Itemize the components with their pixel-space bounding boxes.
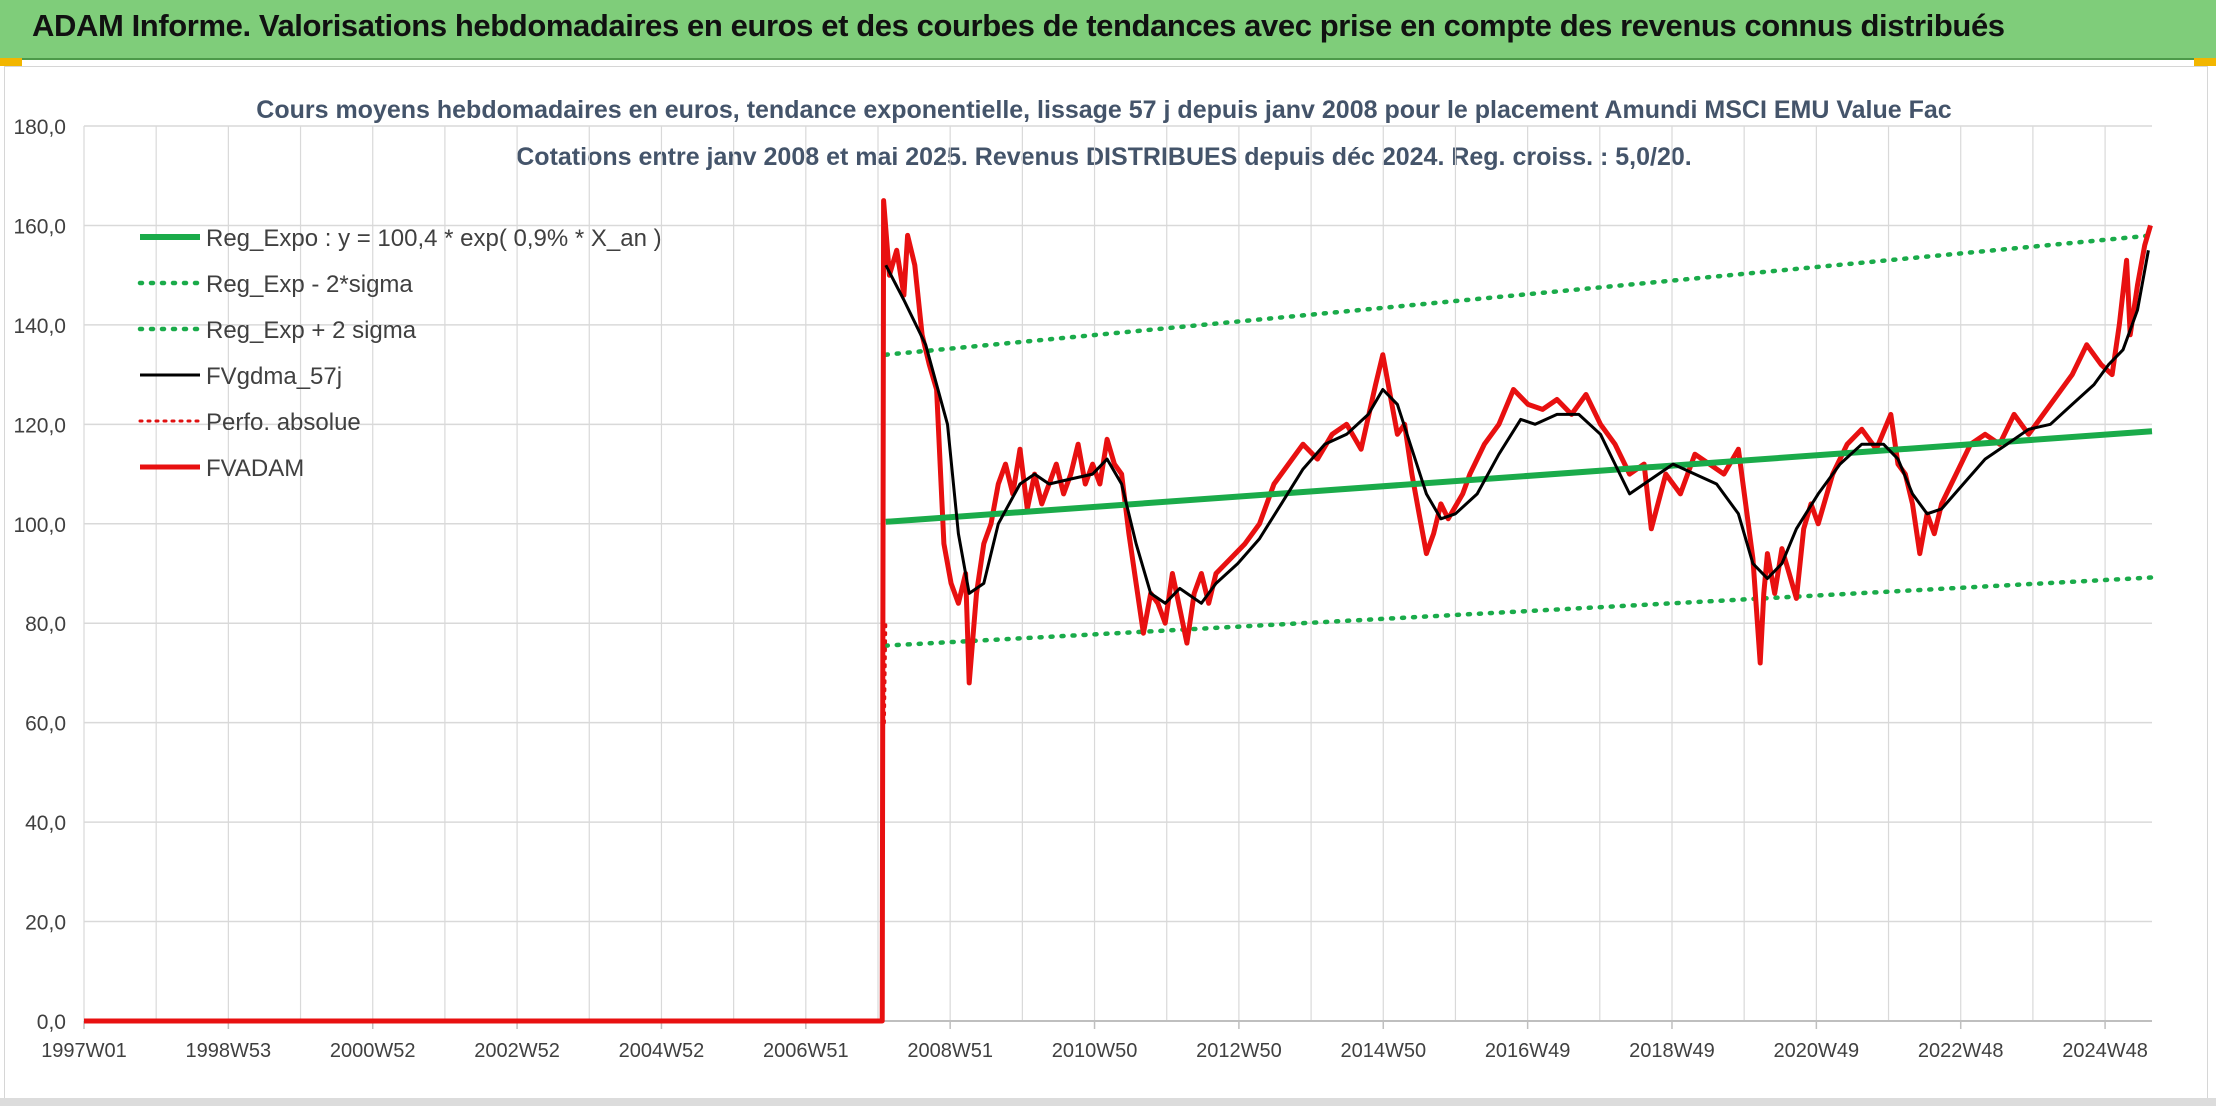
y-tick-label: 80,0 [25,613,66,636]
x-tick-label: 2008W51 [907,1040,993,1062]
x-tick-label: 2002W52 [474,1040,560,1062]
series-line-1 [883,575,2155,648]
y-tick-label: 120,0 [13,414,66,437]
y-tick-label: 40,0 [25,812,66,835]
x-tick-label: 2020W49 [1774,1040,1860,1062]
x-tick-label: 2022W48 [1918,1040,2004,1062]
legend-label: Reg_Exp - 2*sigma [206,271,413,298]
corner-marker-left [0,58,22,66]
x-tick-label: 2004W52 [619,1040,705,1062]
x-tick-label: 2010W50 [1052,1040,1138,1062]
y-tick-label: 140,0 [13,315,66,338]
bottom-strip [0,1098,2216,1106]
x-tick-label: 1998W53 [186,1040,272,1062]
grid-lines [83,125,2152,1029]
series-line-2 [883,233,2155,357]
series-line-5 [84,198,2153,1024]
x-tick-label: 2012W50 [1196,1040,1282,1062]
y-tick-label: 0,0 [37,1011,66,1034]
legend-label: FVgdma_57j [206,363,342,390]
x-axis-tick-labels: 1997W01 1998W53 2000W52 2002W52 2004W52 2006W… [41,1040,2148,1062]
banner-title: ADAM Informe. Valorisations hebdomadaire… [32,8,2005,43]
legend: Reg_Expo : y = 100,4 * exp( 0,9% * X_an … [137,225,662,482]
x-tick-label: 2006W51 [763,1040,849,1062]
y-axis-tick-labels: 0,0 20,0 40,0 60,0 80,0 100,0 120,0 140,0 160,0 1… [13,116,66,1034]
series-line-3 [884,250,2150,605]
legend-label: Reg_Expo : y = 100,4 * exp( 0,9% * X_an … [206,225,662,252]
x-tick-label: 2024W48 [2062,1040,2148,1062]
y-tick-label: 60,0 [25,713,66,736]
x-tick-label: 2000W52 [330,1040,416,1062]
y-tick-label: 20,0 [25,912,66,935]
chart-subtitle: Cotations entre janv 2008 et mai 2025. R… [516,143,1691,171]
y-tick-label: 180,0 [13,116,66,139]
legend-label: Perfo. absolue [206,409,361,436]
series-lines [84,198,2155,1024]
x-tick-label: 2018W49 [1629,1040,1715,1062]
x-tick-label: 1997W01 [41,1040,127,1062]
legend-label: FVADAM [206,455,304,482]
x-tick-label: 2016W49 [1485,1040,1571,1062]
series-line-0 [885,428,2153,525]
y-tick-label: 100,0 [13,514,66,537]
corner-marker-right [2194,58,2216,66]
x-tick-label: 2014W50 [1340,1040,1426,1062]
chart-title: Cours moyens hebdomadaires en euros, ten… [256,96,1952,124]
report-banner: ADAM Informe. Valorisations hebdomadaire… [0,0,2216,60]
legend-label: Reg_Exp + 2 sigma [206,317,417,344]
chart-frame [4,66,2208,1100]
y-tick-label: 160,0 [13,215,66,238]
